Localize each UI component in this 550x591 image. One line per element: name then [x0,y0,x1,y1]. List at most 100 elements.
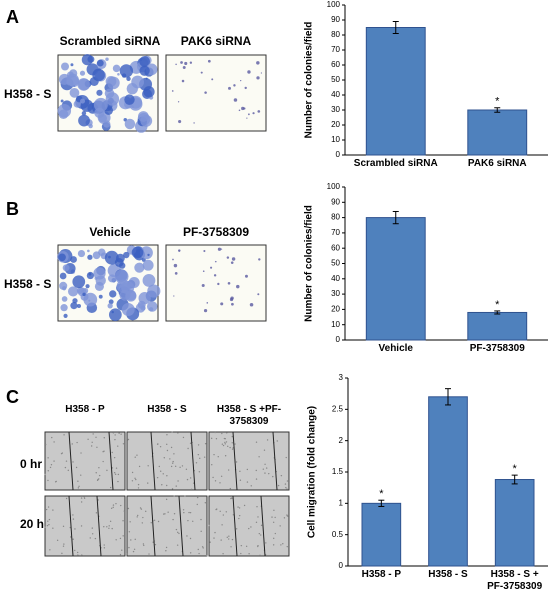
y-tick-label: 2.5 [332,404,344,413]
cell [286,480,289,482]
cell [203,309,208,313]
cell [45,508,48,511]
cell [72,298,78,304]
cell [108,527,110,529]
cell [233,98,238,102]
y-tick-label: 10 [331,135,340,144]
x-tick-label: H358 - S + PF-3758309 [487,569,543,591]
cell [127,507,130,510]
cell [187,447,189,450]
cell [141,522,144,524]
cell [214,480,217,482]
cell [119,64,134,78]
wound-edge [190,431,196,491]
cell [77,480,79,482]
x-tick-label-box: PAK6 siRNA [468,158,527,169]
image-label-box: H358 - P [65,404,105,415]
cell [72,275,86,289]
y-axis-label: Number of colonies/field [304,22,315,139]
cell [255,469,257,472]
y-tick-label: 100 [327,182,341,191]
cell [81,554,83,556]
cell [247,113,250,116]
cell [231,435,233,438]
cell [81,290,84,293]
panel-letter: B [6,199,19,219]
y-tick-label: 60 [331,60,340,69]
image-label: PAK6 siRNA [181,34,252,48]
cell [143,544,145,547]
cell [48,523,50,526]
cell [59,272,67,280]
cell [134,477,136,479]
cell [202,270,205,273]
cell [240,544,243,547]
cell [166,449,169,452]
cell [202,547,204,549]
cell [215,508,217,511]
cell [222,444,225,447]
cell [239,479,242,481]
y-tick-label: 0 [336,335,341,344]
cell [252,112,255,115]
cell [72,461,74,463]
cell [59,281,68,290]
cell [129,521,131,523]
cell [238,517,240,520]
cell [119,262,126,269]
significance-marker: * [379,488,384,500]
cell [109,486,112,489]
cell [203,456,206,458]
cell [87,438,89,441]
cell [105,57,109,61]
cell [147,253,150,257]
cell [170,446,173,449]
cell [286,545,288,548]
cell [81,111,87,116]
cell [169,458,171,460]
cell [175,528,178,531]
cell [244,274,248,278]
cell [268,472,270,475]
cell [167,511,169,513]
cell [173,495,175,497]
bar [467,311,528,341]
cell [196,503,198,506]
cell [233,84,236,87]
cell [76,441,78,444]
cell [243,504,246,507]
cell [139,65,150,76]
cell [83,292,98,307]
cell [150,522,152,524]
cell [185,468,188,470]
cell [177,531,179,534]
cell [71,443,73,445]
cell [272,544,275,546]
cell [220,539,222,541]
cell [91,441,93,443]
row-label: 0 hr [20,457,42,471]
cell [221,432,223,435]
cell [111,527,113,530]
micrograph-frame [208,431,290,491]
cell [98,478,100,480]
row-label: 20 hr [20,517,49,531]
cell [258,532,261,535]
cell [147,482,149,484]
cell [142,543,145,545]
cell [147,284,161,298]
cell [272,521,275,523]
cell [226,536,228,539]
cell [159,470,162,472]
cell [256,61,260,65]
y-tick-label: 70 [331,45,340,54]
cell [63,313,68,318]
cell [60,99,64,103]
cell [52,509,54,511]
cell [94,107,105,118]
image-label: H358 - P [65,404,105,415]
cell [117,473,120,476]
cell [103,437,105,439]
cell [197,548,199,551]
